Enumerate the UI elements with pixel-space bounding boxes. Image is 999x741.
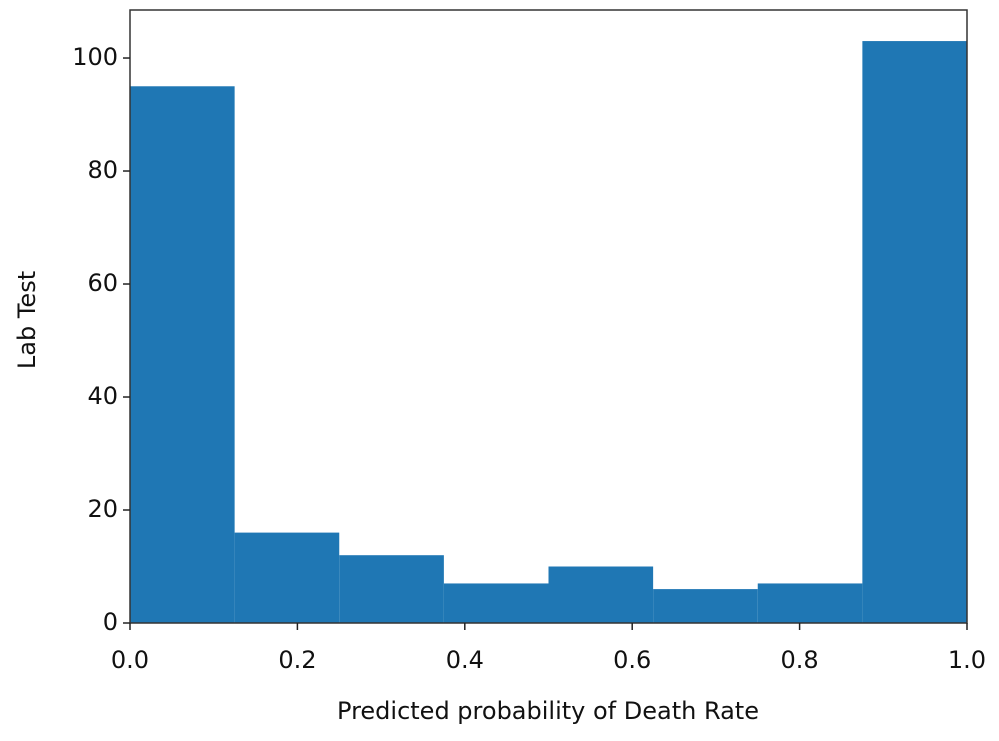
x-tick-label: 0.2 bbox=[278, 646, 316, 674]
x-tick-label: 0.8 bbox=[781, 646, 819, 674]
y-tick-label: 20 bbox=[87, 495, 118, 523]
x-tick-label: 0.6 bbox=[613, 646, 651, 674]
bar bbox=[130, 86, 235, 623]
y-tick-label: 100 bbox=[72, 43, 118, 71]
y-tick-label: 80 bbox=[87, 156, 118, 184]
x-tick-label: 0.0 bbox=[111, 646, 149, 674]
x-axis-label: Predicted probability of Death Rate bbox=[337, 697, 759, 725]
y-tick-label: 40 bbox=[87, 382, 118, 410]
bar bbox=[548, 566, 654, 623]
bar bbox=[339, 555, 444, 623]
y-tick-label: 0 bbox=[103, 608, 118, 636]
bar bbox=[443, 583, 549, 623]
x-tick-label: 0.4 bbox=[446, 646, 484, 674]
plot-frame bbox=[129, 9, 968, 624]
bar bbox=[653, 589, 758, 623]
x-tick-label: 1.0 bbox=[948, 646, 986, 674]
bar bbox=[757, 583, 863, 623]
y-tick-label: 60 bbox=[87, 269, 118, 297]
y-axis-label: Lab Test bbox=[13, 271, 41, 369]
bar bbox=[234, 532, 340, 623]
bar bbox=[862, 41, 967, 624]
